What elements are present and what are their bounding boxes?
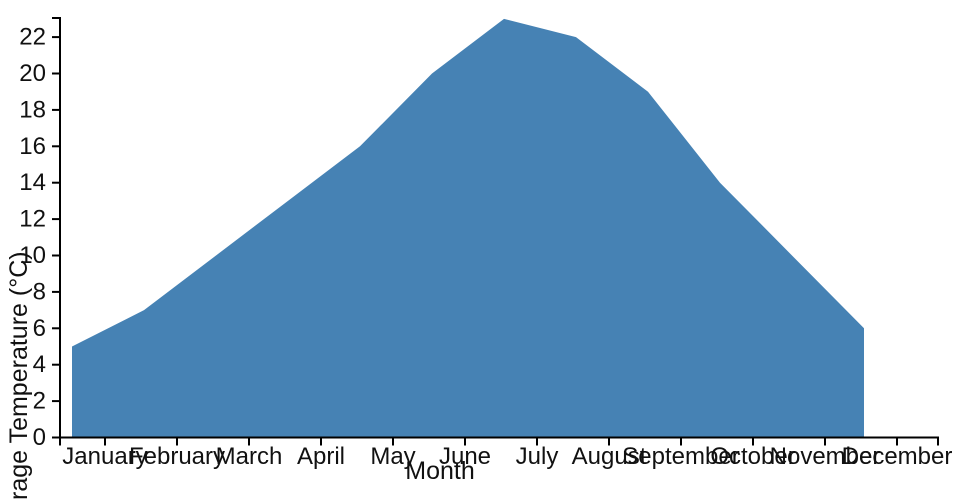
y-tick-label: 16: [19, 133, 46, 160]
temperature-area: [72, 18, 864, 438]
y-tick-label: 10: [19, 242, 46, 269]
y-tick-label: 2: [33, 388, 46, 415]
y-tick-label: 0: [33, 424, 46, 451]
y-axis-line: [52, 17, 61, 439]
x-tick-label-march: March: [216, 443, 283, 470]
y-tick-label: 20: [19, 60, 46, 87]
x-tick-label-february: February: [129, 443, 225, 470]
x-tick-label-october: October: [710, 443, 795, 470]
y-tick-label: 12: [19, 206, 46, 233]
y-tick-label: 18: [19, 96, 46, 123]
x-tick-label-june: June: [439, 443, 491, 470]
y-tick-label: 14: [19, 169, 46, 196]
x-tick-label-july: July: [516, 443, 559, 470]
y-tick-label: 6: [33, 315, 46, 342]
x-tick-label-november: November: [770, 443, 881, 470]
y-axis: 0 2 4 6 8 10 12 14 16 18 20 22: [19, 17, 61, 451]
x-tick-label-may: May: [370, 443, 415, 470]
x-tick-label-september: September: [622, 443, 739, 470]
y-tick-label: 8: [33, 278, 46, 305]
x-axis-title: Month: [405, 457, 474, 485]
x-tick-label-august: August: [572, 443, 647, 470]
x-tick-label-april: April: [297, 443, 345, 470]
y-axis-title: Average Temperature (°C): [5, 251, 33, 500]
x-tick-label-january: January: [62, 443, 147, 470]
y-tick-label: 4: [33, 351, 46, 378]
y-tick-label: 22: [19, 24, 46, 51]
x-tick-label-december: December: [842, 443, 953, 470]
x-axis-line: [59, 436, 939, 446]
